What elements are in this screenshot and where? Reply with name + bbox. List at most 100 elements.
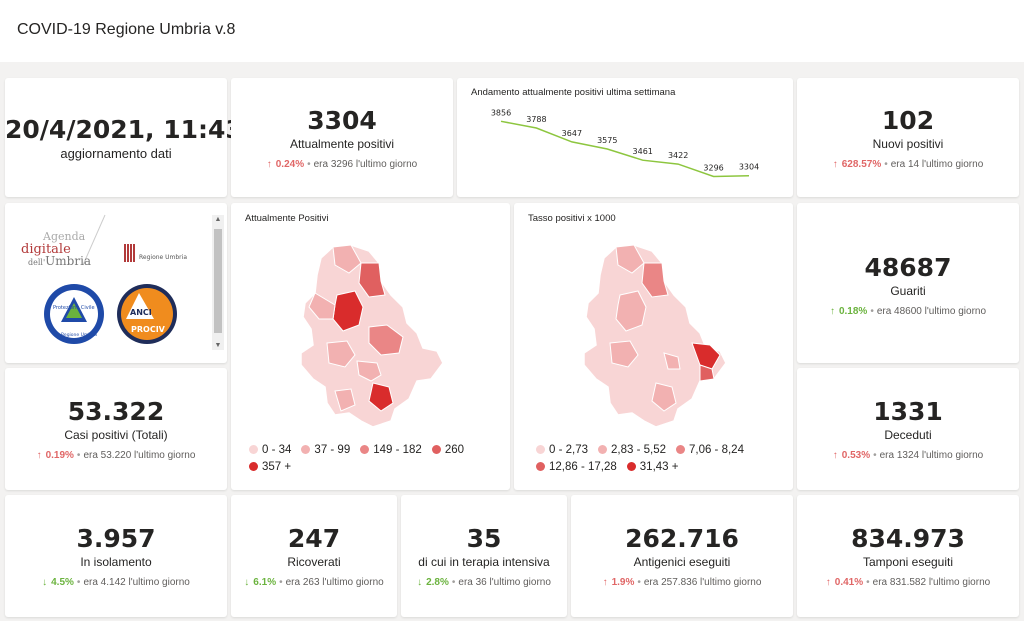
kpi-value: 35 bbox=[466, 524, 502, 553]
kpi-trend-pct: 0.41% bbox=[834, 577, 864, 588]
kpi-trend: ↓ 6.1% • era 263 l'ultimo giorno bbox=[231, 577, 397, 588]
region-zone bbox=[615, 244, 645, 274]
agenda-logo-line2: digitale bbox=[21, 242, 71, 257]
region-zone bbox=[326, 340, 356, 368]
kpi-card: 3304 Attualmente positivi ↑ 0.24% • era 329… bbox=[231, 78, 453, 197]
legend-swatch bbox=[536, 445, 545, 454]
region-zone bbox=[699, 364, 715, 382]
protezione-civile-sub-text: Regione Umbria bbox=[61, 332, 97, 338]
arrow-down-icon: ↓ bbox=[244, 577, 250, 588]
separator-dot: • bbox=[873, 450, 877, 461]
map-legend: 0 - 2,73 2,83 - 5,52 7,06 - 8,24 12,86 - 17… bbox=[536, 442, 791, 476]
kpi-trend-prev: era 1324 l'ultimo giorno bbox=[879, 450, 984, 461]
kpi-card: 247 Ricoverati ↓ 6.1% • era 263 l'ultimo gi… bbox=[231, 495, 397, 617]
kpi-trend-pct: 0.24% bbox=[275, 159, 305, 170]
kpi-label: Antigenici eseguiti bbox=[633, 555, 731, 569]
kpi-trend-pct: 4.5% bbox=[51, 577, 74, 588]
data-label: 3422 bbox=[668, 151, 688, 160]
kpi-trend-pct: 6.1% bbox=[253, 577, 277, 588]
legend-label: 357 + bbox=[262, 461, 292, 473]
kpi-trend: ↑ 0.41% • era 831.582 l'ultimo giorno bbox=[797, 577, 1019, 588]
map-title: Tasso positivi x 1000 bbox=[528, 213, 616, 224]
map-card-positivi: Attualmente Positivi 0 - 34 37 - 99 149 - … bbox=[231, 203, 510, 490]
separator-dot: • bbox=[884, 159, 888, 170]
legend-label: 260 bbox=[444, 444, 465, 456]
kpi-value: 1331 bbox=[873, 397, 943, 426]
kpi-card: 3.957 In isolamento ↓ 4.5% • era 4.142 l'ul… bbox=[5, 495, 227, 617]
arrow-up-icon: ↑ bbox=[266, 159, 272, 170]
data-label: 3461 bbox=[633, 147, 653, 156]
kpi-trend-prev: era 831.582 l'ultimo giorno bbox=[872, 577, 991, 588]
kpi-label: Ricoverati bbox=[287, 555, 341, 569]
agenda-logo-line3b: Umbria bbox=[45, 254, 91, 268]
data-label: 3304 bbox=[739, 163, 759, 172]
scroll-down-icon[interactable]: ▼ bbox=[214, 342, 222, 349]
data-label: 3856 bbox=[491, 108, 511, 117]
kpi-value: 3304 bbox=[307, 106, 377, 135]
legend-label: 7,06 - 8,24 bbox=[688, 444, 744, 456]
legend-label: 0 - 34 bbox=[262, 444, 292, 456]
separator-dot: • bbox=[76, 450, 81, 461]
umbria-map-positivi bbox=[300, 244, 444, 428]
kpi-value: 48687 bbox=[864, 253, 952, 282]
legend-swatch bbox=[536, 462, 545, 471]
kpi-trend-prev: era 257.836 l'ultimo giorno bbox=[643, 577, 762, 588]
trend-chart-card: Andamento attualmente positivi ultima se… bbox=[457, 78, 793, 197]
legend-item: 357 + bbox=[249, 459, 291, 476]
arrow-up-icon: ↑ bbox=[36, 450, 42, 461]
arrow-down-icon: ↓ bbox=[42, 577, 48, 588]
arrow-up-icon: ↑ bbox=[832, 159, 838, 170]
kpi-card: 262.716 Antigenici eseguiti ↑ 1.9% • era 25… bbox=[571, 495, 793, 617]
series-line bbox=[500, 120, 750, 178]
svg-text:dell'Umbria: dell'Umbria bbox=[28, 254, 91, 268]
separator-dot: • bbox=[451, 577, 456, 588]
region-zone bbox=[356, 360, 382, 382]
separator-dot: • bbox=[866, 577, 870, 588]
update-label: aggiornamento dati bbox=[60, 146, 172, 161]
legend-item: 7,06 - 8,24 bbox=[675, 442, 744, 459]
legend-item: 12,86 - 17,28 bbox=[536, 459, 617, 476]
map-legend: 0 - 34 37 - 99 149 - 182 260 357 + bbox=[249, 442, 504, 476]
logos-scrollbar[interactable]: ▲ ▼ bbox=[212, 215, 224, 350]
prociv-logo-text: PROCIV bbox=[131, 325, 166, 334]
kpi-value: 102 bbox=[881, 106, 935, 135]
scroll-up-icon[interactable]: ▲ bbox=[214, 216, 222, 223]
kpi-trend: ↑ 0.24% • era 3296 l'ultimo giorno bbox=[231, 159, 453, 170]
kpi-trend: ↑ 628.57% • era 14 l'ultimo giorno bbox=[797, 159, 1019, 170]
kpi-label: Guariti bbox=[890, 284, 926, 298]
kpi-label: di cui in terapia intensiva bbox=[418, 555, 550, 569]
legend-swatch bbox=[249, 445, 258, 454]
region-zone bbox=[334, 388, 356, 412]
kpi-trend-pct: 0.19% bbox=[45, 450, 74, 461]
region-zone bbox=[368, 324, 404, 356]
kpi-trend: ↑ 0.19% • era 53.220 l'ultimo giorno bbox=[5, 450, 227, 461]
scroll-thumb[interactable] bbox=[214, 229, 222, 333]
kpi-trend-pct: 0.18% bbox=[838, 306, 868, 317]
kpi-card: 53.322 Casi positivi (Totali) ↑ 0.19% • era… bbox=[5, 368, 227, 490]
data-label: 3296 bbox=[703, 164, 723, 173]
region-zone bbox=[663, 352, 681, 370]
page-header: COVID-19 Regione Umbria v.8 bbox=[0, 0, 1024, 62]
legend-label: 0 - 2,73 bbox=[549, 444, 588, 456]
logos-graphic: Agenda digitale dell'Umbria Regione Umbr… bbox=[21, 214, 187, 344]
kpi-trend: ↑ 0.53% • era 1324 l'ultimo giorno bbox=[797, 450, 1019, 461]
legend-item: 149 - 182 bbox=[360, 442, 422, 459]
legend-label: 37 - 99 bbox=[314, 444, 351, 456]
kpi-trend-pct: 628.57% bbox=[841, 159, 882, 170]
kpi-trend-prev: era 53.220 l'ultimo giorno bbox=[83, 450, 196, 461]
region-shape bbox=[583, 244, 727, 428]
arrow-down-icon: ↓ bbox=[417, 577, 423, 588]
kpi-trend-prev: era 4.142 l'ultimo giorno bbox=[83, 577, 190, 588]
kpi-value: 3.957 bbox=[76, 524, 156, 553]
kpi-value: 262.716 bbox=[625, 524, 739, 553]
kpi-label: Attualmente positivi bbox=[289, 137, 395, 151]
legend-item: 0 - 34 bbox=[249, 442, 291, 459]
arrow-up-icon: ↑ bbox=[602, 577, 608, 588]
kpi-card: 834.973 Tamponi eseguiti ↑ 0.41% • era 831.… bbox=[797, 495, 1019, 617]
umbria-map-tasso bbox=[583, 244, 727, 428]
kpi-value: 834.973 bbox=[851, 524, 965, 553]
arrow-up-icon: ↑ bbox=[829, 306, 835, 317]
legend-item: 31,43 + bbox=[626, 459, 678, 476]
region-zone bbox=[609, 340, 639, 368]
region-zone bbox=[651, 382, 677, 412]
